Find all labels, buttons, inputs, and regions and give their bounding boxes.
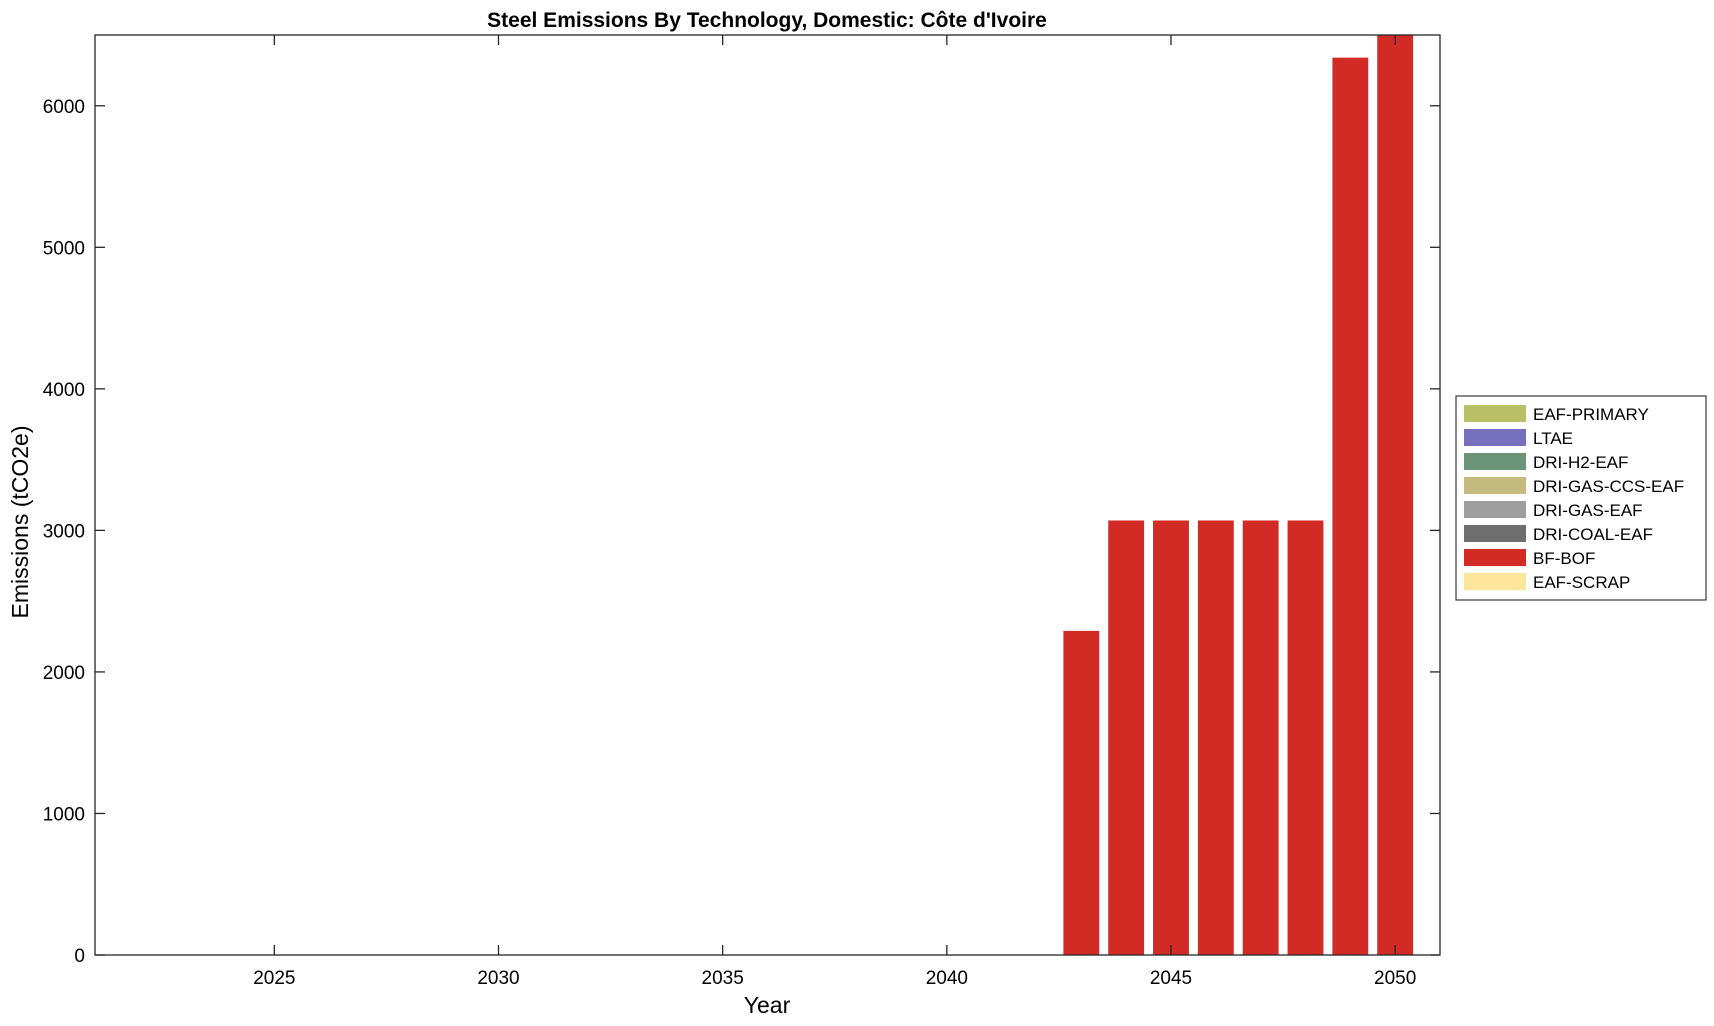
bar-bf-bof-2050 (1377, 35, 1414, 955)
legend-label-dri-gas-ccs-eaf: DRI-GAS-CCS-EAF (1533, 477, 1684, 496)
legend-swatch-dri-h2-eaf (1464, 453, 1526, 470)
y-tick-label: 1000 (43, 804, 85, 825)
x-tick-label: 2040 (926, 968, 968, 989)
legend-swatch-bf-bof (1464, 549, 1526, 566)
legend-swatch-eaf-primary (1464, 405, 1526, 422)
bar-bf-bof-2048 (1287, 520, 1324, 955)
x-tick-label: 2030 (477, 968, 519, 989)
bar-bf-bof-2046 (1197, 520, 1234, 955)
y-tick-label: 0 (74, 946, 85, 967)
x-tick-label: 2050 (1374, 968, 1416, 989)
legend-label-eaf-primary: EAF-PRIMARY (1533, 405, 1649, 424)
y-tick-label: 2000 (43, 663, 85, 684)
legend-swatch-dri-gas-ccs-eaf (1464, 477, 1526, 494)
legend: EAF-PRIMARY LTAE DRI-H2-EAF DRI-GAS-CCS-EAF… (1455, 395, 1707, 601)
legend-box (1455, 395, 1707, 601)
legend-swatch-dri-gas-eaf (1464, 501, 1526, 518)
x-tick-label: 2045 (1150, 968, 1192, 989)
legend-swatch-dri-coal-eaf (1464, 525, 1526, 542)
axes-layer: 2025 2030 2035 2040 2045 2050 0 1000 2000 3000 400… (43, 34, 1441, 989)
y-tick-label: 4000 (43, 380, 85, 401)
legend-label-eaf-scrap: EAF-SCRAP (1533, 573, 1630, 592)
y-tick-label: 3000 (43, 521, 85, 542)
bar-bf-bof-2043 (1063, 630, 1100, 955)
y-tick-label: 6000 (43, 97, 85, 118)
x-axis-label: Year (744, 992, 791, 1018)
legend-swatch-eaf-scrap (1464, 573, 1526, 590)
bar-bf-bof-2044 (1108, 520, 1145, 955)
y-axis-label: Emissions (tCO2e) (7, 426, 33, 619)
bar-bf-bof-2045 (1153, 520, 1189, 955)
legend-swatch-ltae (1464, 429, 1526, 446)
legend-label-ltae: LTAE (1533, 429, 1573, 448)
x-tick-label: 2025 (253, 968, 295, 989)
legend-label-dri-gas-eaf: DRI-GAS-EAF (1533, 501, 1643, 520)
legend-label-bf-bof: BF-BOF (1533, 549, 1595, 568)
bar-bf-bof-2047 (1242, 520, 1279, 955)
legend-label-dri-h2-eaf: DRI-H2-EAF (1533, 453, 1628, 472)
bar-bf-bof-2049 (1332, 57, 1369, 955)
x-tick-label: 2035 (702, 968, 744, 989)
y-tick-label: 5000 (43, 238, 85, 259)
plot-frame (94, 34, 1441, 956)
chart-title: Steel Emissions By Technology, Domestic:… (487, 9, 1047, 32)
legend-label-dri-coal-eaf: DRI-COAL-EAF (1533, 525, 1653, 544)
bars-layer (1063, 35, 1414, 955)
